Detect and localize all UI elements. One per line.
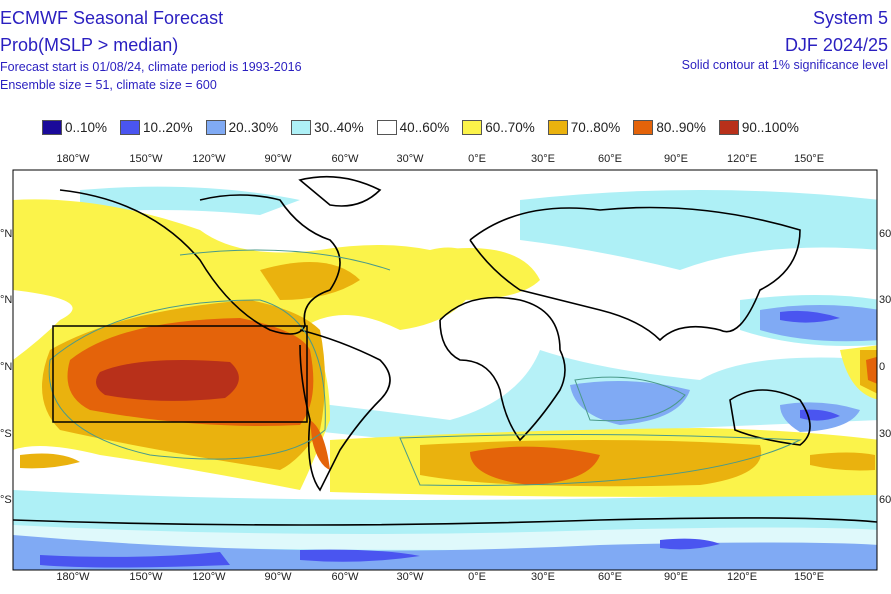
coastlines bbox=[13, 175, 877, 526]
legend-item: 70..80% bbox=[547, 120, 621, 135]
legend-swatch bbox=[718, 120, 739, 135]
legend-swatch bbox=[547, 120, 568, 135]
lon-label: 120°E bbox=[726, 153, 758, 165]
lat-label-right: 60 bbox=[879, 228, 891, 240]
lon-label: 120°E bbox=[726, 571, 758, 583]
nino-region-box bbox=[52, 325, 308, 423]
lon-label: 30°W bbox=[396, 153, 424, 165]
system-label: System 5 bbox=[812, 8, 888, 28]
legend-item: 80..90% bbox=[633, 120, 706, 135]
legend-label: 60..70% bbox=[485, 120, 535, 135]
lon-label: 90°W bbox=[264, 571, 292, 583]
region-10-20 bbox=[800, 409, 840, 421]
lon-label: 90°W bbox=[264, 153, 292, 165]
lon-label: 60°E bbox=[598, 571, 622, 583]
lat-label-right: 30 bbox=[879, 428, 891, 440]
lon-label: 60°E bbox=[598, 153, 622, 165]
region-80-90 bbox=[866, 356, 877, 384]
legend-label: 20..30% bbox=[228, 120, 279, 135]
ensemble-info: Ensemble size = 51, climate size = 600 bbox=[0, 78, 217, 92]
legend-label: 90..100% bbox=[741, 120, 799, 135]
lon-label: 180°W bbox=[56, 153, 90, 165]
legend-label: 40..60% bbox=[399, 120, 450, 135]
lon-label: 30°E bbox=[531, 153, 555, 165]
legend-label: 30..40% bbox=[314, 120, 364, 135]
legend-item: 30..40% bbox=[291, 120, 364, 135]
region-20-30 bbox=[570, 381, 690, 425]
subtitle: Prob(MSLP > median) bbox=[0, 35, 179, 55]
legend-swatch bbox=[633, 120, 654, 135]
legend-swatch bbox=[42, 120, 62, 135]
region-80-90 bbox=[310, 420, 330, 470]
lat-label-right: 60 bbox=[879, 494, 891, 506]
legend: 0..10% 10..20% 20..30% 30..40% 40..60% 60..70… bbox=[42, 120, 812, 135]
region-30-40 bbox=[520, 190, 877, 270]
lon-label: 60°W bbox=[331, 153, 359, 165]
forecast-info: Forecast start is 01/08/24, climate peri… bbox=[0, 60, 302, 74]
region-90-100 bbox=[96, 359, 239, 401]
legend-swatch bbox=[120, 120, 141, 135]
lat-label-left: °N bbox=[0, 228, 13, 240]
lon-label: 180°W bbox=[56, 571, 90, 583]
lat-label-left: °S bbox=[0, 494, 12, 506]
legend-item: 20..30% bbox=[205, 120, 279, 135]
legend-item: 60..70% bbox=[462, 120, 535, 135]
legend-swatch bbox=[462, 120, 483, 135]
lat-label-left: °S bbox=[0, 428, 12, 440]
lon-label: 90°E bbox=[664, 571, 688, 583]
legend-item: 10..20% bbox=[120, 120, 193, 135]
lon-label: 30°W bbox=[396, 571, 424, 583]
lon-label: 30°E bbox=[531, 571, 555, 583]
lat-label-left: °N bbox=[0, 361, 13, 373]
lon-label: 0°E bbox=[468, 571, 486, 583]
region-30-40 bbox=[80, 186, 300, 215]
lon-label: 120°W bbox=[192, 153, 226, 165]
legend-item: 0..10% bbox=[42, 120, 107, 135]
period-label: DJF 2024/25 bbox=[784, 35, 888, 55]
legend-item: 40..60% bbox=[376, 120, 450, 135]
legend-label: 70..80% bbox=[570, 120, 621, 135]
region-70-80 bbox=[260, 262, 360, 300]
lat-label-left: °N bbox=[0, 294, 13, 306]
lon-label: 120°W bbox=[192, 571, 226, 583]
lon-label: 90°E bbox=[664, 153, 688, 165]
legend-swatch bbox=[291, 120, 312, 135]
lat-label-right: 0 bbox=[879, 361, 886, 373]
significance-note: Solid contour at 1% significance level bbox=[681, 58, 888, 72]
legend-item: 90..100% bbox=[718, 120, 799, 135]
legend-label: 0..10% bbox=[65, 120, 108, 135]
legend-swatch bbox=[376, 120, 397, 135]
lon-label: 150°W bbox=[129, 153, 163, 165]
legend-swatch bbox=[205, 120, 226, 135]
lon-label: 150°E bbox=[793, 571, 825, 583]
lon-label: 60°W bbox=[331, 571, 359, 583]
legend-label: 10..20% bbox=[143, 120, 193, 135]
map-frame bbox=[12, 169, 878, 571]
title: ECMWF Seasonal Forecast bbox=[0, 8, 224, 28]
region-10-20 bbox=[40, 538, 720, 568]
significance-contours bbox=[48, 249, 802, 486]
lon-label: 150°W bbox=[129, 571, 163, 583]
lon-label: 0°E bbox=[468, 153, 486, 165]
region-80-90 bbox=[470, 446, 600, 485]
region-10-20 bbox=[780, 310, 840, 323]
legend-label: 80..90% bbox=[656, 120, 706, 135]
lon-label: 150°E bbox=[793, 153, 825, 165]
lat-label-right: 30 bbox=[879, 294, 891, 306]
